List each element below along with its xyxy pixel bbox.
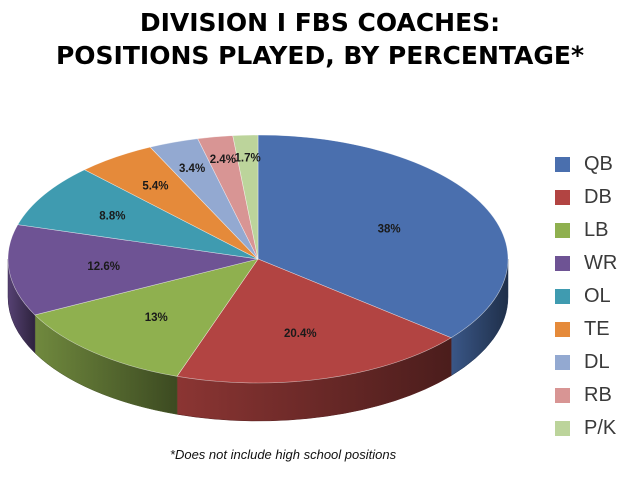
legend-swatch-db [555, 190, 570, 205]
data-label-p-k: 1.7% [235, 152, 261, 164]
legend-label-ol: OL [584, 285, 611, 307]
legend-item-db: DB [555, 181, 617, 214]
chart-footnote: *Does not include high school positions [169, 447, 397, 462]
legend-item-lb: LB [555, 214, 617, 247]
legend-item-qb: QB [555, 148, 617, 181]
legend-label-te: TE [584, 318, 610, 340]
data-label-qb: 38% [378, 223, 401, 235]
legend-swatch-dl [555, 355, 570, 370]
pie-slice-wr [7, 224, 259, 316]
data-label-te: 5.4% [142, 181, 168, 193]
data-label-dl: 3.4% [179, 163, 205, 175]
chart-legend: QB DB LB WR OL TE DL RB P/K [555, 148, 617, 445]
legend-label-db: DB [584, 186, 612, 208]
legend-item-ol: OL [555, 280, 617, 313]
chart-title: DIVISION I FBS COACHES: POSITIONS PLAYED… [0, 6, 640, 72]
data-label-ol: 8.8% [99, 210, 125, 222]
legend-item-wr: WR [555, 247, 617, 280]
legend-item-p-k: P/K [555, 412, 617, 445]
pie-slice-lb [34, 258, 259, 377]
legend-label-rb: RB [584, 384, 612, 406]
legend-item-rb: RB [555, 379, 617, 412]
pie-slice-ol [17, 169, 259, 260]
legend-swatch-p-k [555, 421, 570, 436]
pie-slice-p-k [232, 134, 259, 260]
data-label-db: 20.4% [284, 328, 317, 340]
legend-swatch-ol [555, 289, 570, 304]
legend-item-te: TE [555, 313, 617, 346]
legend-swatch-qb [555, 157, 570, 172]
legend-swatch-wr [555, 256, 570, 271]
data-label-lb: 13% [145, 312, 168, 324]
pie-slice-qb [257, 134, 509, 339]
data-label-wr: 12.6% [87, 261, 120, 273]
legend-label-p-k: P/K [584, 417, 617, 439]
legend-swatch-lb [555, 223, 570, 238]
legend-swatch-rb [555, 388, 570, 403]
legend-label-qb: QB [584, 153, 613, 175]
legend-label-dl: DL [584, 351, 610, 373]
legend-label-wr: WR [584, 252, 618, 274]
chart-title-line-2: POSITIONS PLAYED, BY PERCENTAGE* [55, 41, 585, 70]
chart-title-line-1: DIVISION I FBS COACHES: [139, 8, 501, 37]
legend-item-dl: DL [555, 346, 617, 379]
data-label-rb: 2.4% [210, 154, 236, 166]
legend-swatch-te [555, 322, 570, 337]
legend-label-lb: LB [584, 219, 609, 241]
pie-slice-db [176, 258, 452, 384]
